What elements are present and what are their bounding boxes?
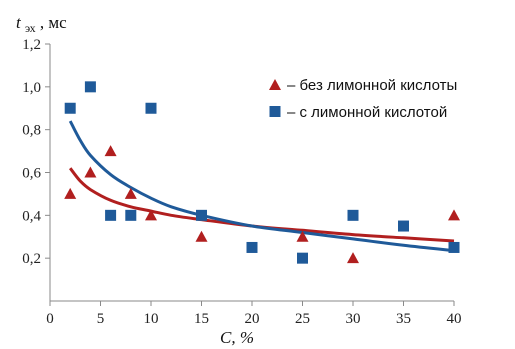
y-axis-title-subscript: эх	[25, 21, 36, 35]
y-tick-label: 0,8	[22, 123, 41, 139]
legend-label-series-1: – без лимонной кислоты	[287, 77, 457, 94]
trendlines	[68, 120, 455, 253]
data-point-series-1	[104, 145, 117, 157]
axes: 0 5 10 15 20 25 30 35 40 0,2 0,4 0,6 0,8 1,0 1,2	[22, 37, 461, 327]
data-point-series-1	[145, 209, 157, 221]
data-point-series-2	[347, 209, 359, 221]
data-point-series-2	[125, 209, 137, 221]
data-point-series-1	[296, 230, 309, 242]
data-point-series-1	[64, 187, 77, 199]
y-tick-label: 0,6	[22, 166, 41, 182]
data-point-series-1	[347, 252, 359, 264]
data-point-series-1	[84, 166, 97, 178]
x-tick-label: 40	[447, 311, 462, 327]
y-axis-title-variable: t	[16, 13, 22, 32]
trendline-series-2	[68, 120, 455, 253]
y-axis-title-unit: , мс	[40, 13, 67, 32]
data-point-series-1	[124, 187, 137, 199]
x-tick-label: 10	[144, 311, 159, 327]
x-tick-label: 15	[194, 311, 209, 327]
data-point-series-2	[64, 102, 76, 114]
legend-marker-series-1	[269, 79, 281, 90]
x-tick-label: 20	[245, 311, 260, 327]
data-point-series-1	[448, 209, 460, 221]
data-point-series-2	[105, 209, 117, 221]
y-tick-label: 1,0	[22, 80, 41, 96]
legend: – без лимонной кислоты – с лимонной кисло…	[269, 77, 457, 121]
x-tick-label: 5	[97, 311, 105, 327]
x-tick-label: 35	[396, 311, 411, 327]
y-tick-label: 0,4	[22, 208, 41, 224]
x-tick-label: 25	[295, 311, 310, 327]
x-tick-label: 0	[46, 311, 54, 327]
data-point-series-2	[297, 252, 308, 264]
data-point-series-1	[195, 230, 208, 242]
data-point-series-2	[84, 81, 96, 93]
data-point-series-2	[145, 102, 157, 114]
data-point-series-2	[196, 209, 207, 221]
x-tick-label: 30	[346, 311, 361, 327]
x-axis-title: C, %	[220, 328, 254, 347]
y-axis-title: t эх , мс	[16, 13, 67, 36]
data-point-series-2	[448, 241, 460, 253]
y-tick-label: 1,2	[22, 37, 41, 53]
trendline-series-1	[69, 167, 455, 243]
data-point-series-2	[246, 241, 258, 253]
legend-label-series-2: – с лимонной кислотой	[287, 104, 447, 121]
data-points	[64, 81, 460, 264]
legend-marker-series-2	[269, 106, 281, 117]
y-tick-label: 0,2	[22, 251, 41, 267]
data-point-series-2	[398, 220, 409, 232]
